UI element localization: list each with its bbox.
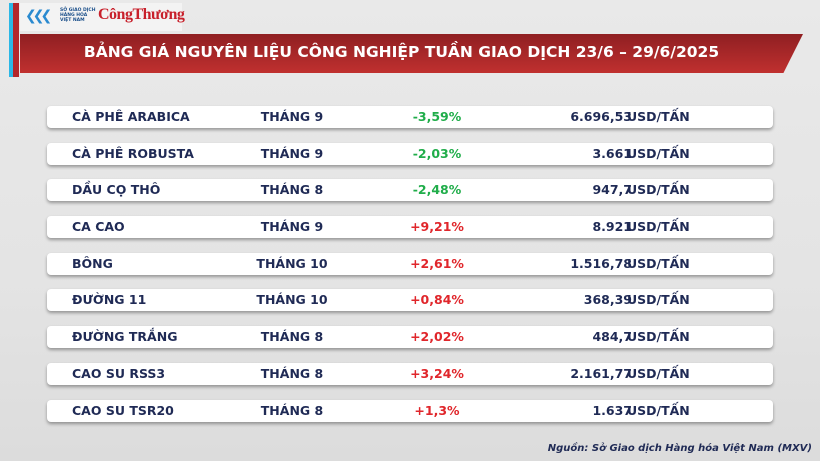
price-value: 8.921 [592,219,632,234]
price-change: -3,59% [412,109,462,124]
price-value: 2.161,77 [570,366,632,381]
contract-month: THÁNG 9 [260,219,324,234]
price-value: 3.661 [592,146,632,161]
contract-month: THÁNG 10 [256,292,328,307]
price-value: 1.516,78 [570,256,632,271]
price-unit: USD/TẤN [627,256,690,271]
price-change: +1,3% [414,403,460,418]
price-unit: USD/TẤN [627,403,690,418]
contract-month: THÁNG 8 [260,366,324,381]
price-change: +0,84% [410,292,464,307]
table-row: CA CAO THÁNG 9 +9,21% 8.921 USD/TẤN [47,216,773,238]
logo-area: ❮❮❮ SỞ GIAO DỊCH HÀNG HÓA VIỆT NAM CôngT… [20,3,185,31]
price-unit: USD/TẤN [627,182,690,197]
price-value: 484,7 [592,329,632,344]
contract-month: THÁNG 9 [260,109,324,124]
table-row: CÀ PHÊ ARABICA THÁNG 9 -3,59% 6.696,53 USD/T… [47,106,773,128]
commodity-name: CAO SU TSR20 [72,403,174,418]
page-title: BẢNG GIÁ NGUYÊN LIỆU CÔNG NGHIỆP TUẦN GI… [83,43,720,61]
mxv-logo-text: SỞ GIAO DỊCH HÀNG HÓA VIỆT NAM [60,8,96,23]
title-banner: BẢNG GIÁ NGUYÊN LIỆU CÔNG NGHIỆP TUẦN GI… [20,34,803,73]
mxv-logo-icon: ❮❮❮ [25,8,52,24]
price-value: 6.696,53 [570,109,632,124]
contract-month: THÁNG 9 [260,146,324,161]
price-value: 1.637 [592,403,632,418]
contract-month: THÁNG 8 [260,182,324,197]
table-row: BÔNG THÁNG 10 +2,61% 1.516,78 USD/TẤN [47,253,773,275]
price-change: +9,21% [410,219,464,234]
price-value: 947,7 [592,182,632,197]
price-unit: USD/TẤN [627,219,690,234]
price-change: +2,61% [410,256,464,271]
table-row: ĐƯỜNG TRẮNG THÁNG 8 +2,02% 484,7 USD/TẤN [47,326,773,348]
price-value: 368,39 [583,292,632,307]
contract-month: THÁNG 8 [260,403,324,418]
table-row: ĐƯỜNG 11 THÁNG 10 +0,84% 368,39 USD/TẤN [47,289,773,311]
table-row: CÀ PHÊ ROBUSTA THÁNG 9 -2,03% 3.661 USD/TẤN [47,143,773,165]
price-unit: USD/TẤN [627,109,690,124]
price-change: -2,03% [412,146,462,161]
price-change: +2,02% [410,329,464,344]
accent-strip [9,3,13,77]
accent-strip [13,3,19,77]
contract-month: THÁNG 10 [256,256,328,271]
commodity-name: ĐƯỜNG 11 [72,292,147,307]
table-row: DẦU CỌ THÔ THÁNG 8 -2,48% 947,7 USD/TẤN [47,179,773,201]
commodity-name: CAO SU RSS3 [72,366,166,381]
commodity-name: BÔNG [72,256,113,271]
price-unit: USD/TẤN [627,329,690,344]
source-note: Nguồn: Sở Giao dịch Hàng hóa Việt Nam (M… [547,443,812,454]
price-change: +3,24% [410,366,464,381]
table-row: CAO SU RSS3 THÁNG 8 +3,24% 2.161,77 USD/TẤN [47,363,773,385]
congthuong-logo: CôngThương [98,6,185,23]
contract-month: THÁNG 8 [260,329,324,344]
commodity-name: ĐƯỜNG TRẮNG [72,329,178,344]
price-unit: USD/TẤN [627,292,690,307]
price-change: -2,48% [412,182,462,197]
commodity-name: CÀ PHÊ ROBUSTA [72,146,194,161]
price-unit: USD/TẤN [627,366,690,381]
commodity-name: CA CAO [72,219,125,234]
table-row: CAO SU TSR20 THÁNG 8 +1,3% 1.637 USD/TẤN [47,400,773,422]
commodity-name: DẦU CỌ THÔ [72,182,161,197]
price-unit: USD/TẤN [627,146,690,161]
commodity-name: CÀ PHÊ ARABICA [72,109,190,124]
